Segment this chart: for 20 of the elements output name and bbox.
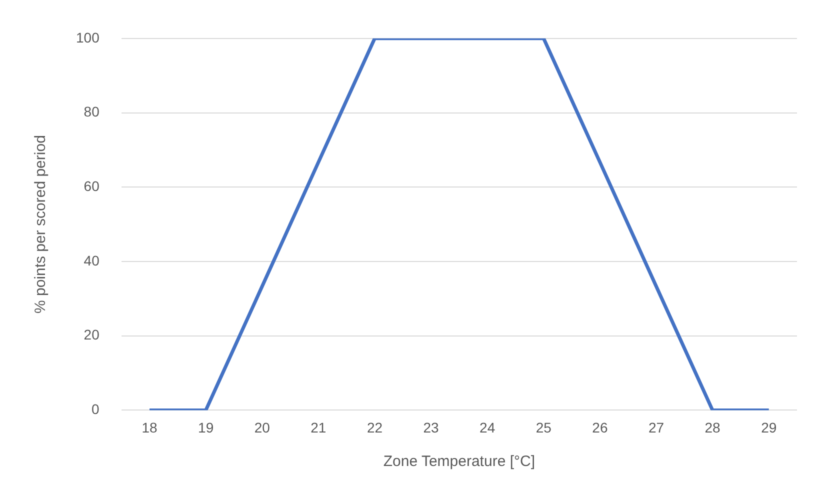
y-tick-label: 80 — [84, 104, 100, 120]
x-tick-label: 20 — [254, 419, 270, 436]
y-tick-label: 0 — [92, 401, 100, 418]
y-tick-label: 40 — [84, 252, 100, 268]
x-tick-label: 27 — [648, 419, 664, 436]
y-tick-label: 100 — [76, 29, 100, 46]
x-tick-label: 18 — [142, 419, 158, 436]
x-tick-label: 22 — [366, 419, 383, 436]
y-tick-label: 60 — [84, 178, 100, 194]
x-tick-label: 28 — [704, 419, 721, 436]
x-tick-label: 26 — [592, 419, 608, 436]
x-tick-label: 23 — [423, 419, 440, 436]
y-tick-label: 20 — [84, 326, 100, 343]
x-tick-label: 29 — [761, 419, 777, 436]
x-tick-label: 25 — [536, 419, 552, 436]
x-tick-label: 24 — [480, 419, 496, 436]
x-tick-label: 19 — [198, 419, 214, 436]
x-axis-title: Zone Temperature [°C] — [383, 453, 535, 470]
y-axis-title: % points per scored period — [32, 135, 50, 314]
x-tick-label: 21 — [310, 419, 326, 436]
